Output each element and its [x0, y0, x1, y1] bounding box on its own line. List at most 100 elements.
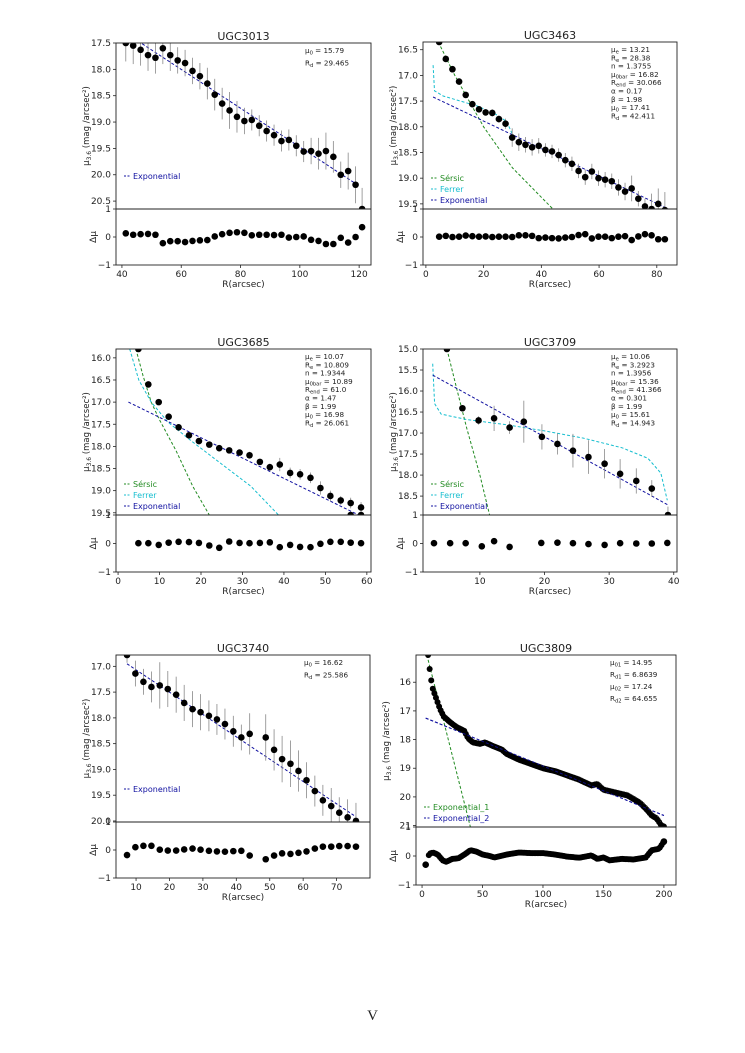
- data-point: [554, 440, 561, 448]
- x-tick-label: 0: [423, 270, 429, 280]
- data-point: [164, 685, 172, 693]
- residual-point: [256, 539, 264, 547]
- residual-point: [335, 842, 343, 850]
- fit-parameter: μ0 = 16.62: [304, 658, 343, 669]
- y-tick-label: 17.5: [398, 450, 418, 460]
- residual-y-tick-label: 0: [405, 852, 411, 862]
- axes-frame: [115, 42, 372, 266]
- residual-point: [122, 230, 130, 237]
- panel-ugc3709: UGC3709 15.0 15.5 16.0 16.5 17.0 17.5 18.0 18.5 −…: [389, 336, 680, 597]
- fit-parameter: Rd = 25.586: [304, 671, 348, 682]
- y-tick-label: 17.0: [398, 429, 418, 439]
- data-point: [123, 655, 131, 659]
- legend-label: Ferrer: [440, 185, 464, 194]
- residual-point: [195, 539, 203, 547]
- axes-frame: [415, 654, 677, 886]
- y-tick-label: 17.5: [398, 97, 418, 107]
- chart-title: UGC3740: [217, 642, 269, 655]
- x-axis-label: R(arcsec): [529, 280, 571, 290]
- residual-point: [205, 542, 213, 549]
- x-tick-label: 0: [115, 577, 121, 587]
- residual-point: [307, 236, 315, 244]
- fit-parameter: Rd = 29.465: [305, 59, 349, 70]
- residual-point: [542, 234, 549, 241]
- residual-point: [144, 230, 152, 238]
- y-tick-label: 18.5: [91, 92, 111, 102]
- model-line-ferrer: [432, 65, 513, 135]
- residual-point: [311, 845, 319, 852]
- residual-point: [462, 539, 469, 547]
- x-tick-label: 40: [278, 577, 290, 587]
- fit-parameter: α = 0.17: [611, 87, 642, 96]
- residual-point: [446, 539, 454, 547]
- data-point: [135, 349, 142, 353]
- data-point: [233, 113, 241, 121]
- residual-point: [215, 544, 223, 552]
- y-tick-label: 18.0: [91, 714, 111, 724]
- data-point: [522, 141, 529, 149]
- residual-point: [357, 539, 365, 547]
- residual-point: [213, 848, 221, 855]
- data-point: [426, 665, 433, 672]
- data-point: [172, 691, 180, 698]
- legend-label: Exponential_2: [433, 814, 489, 823]
- residual-point: [337, 538, 345, 546]
- residual-point: [166, 237, 174, 245]
- data-point: [132, 670, 139, 677]
- residual-point: [632, 540, 640, 547]
- data-point: [569, 447, 577, 455]
- data-point: [347, 499, 354, 507]
- chart-title: UGC3709: [524, 336, 576, 349]
- y-tick-label: 17.5: [91, 39, 111, 49]
- data-point: [285, 136, 293, 144]
- data-point: [256, 458, 264, 466]
- fit-parameter: μe = 10.07: [305, 352, 344, 363]
- y-tick-label: 18.5: [398, 492, 418, 502]
- legend-label: Exponential: [133, 785, 180, 794]
- y-tick-label: 19.0: [91, 487, 111, 497]
- residual-point: [469, 232, 476, 240]
- residual-point: [276, 543, 284, 551]
- chart-title: UGC3685: [217, 336, 269, 349]
- x-tick-label: 20: [195, 577, 207, 587]
- residual-point: [330, 240, 337, 248]
- data-point: [443, 349, 451, 353]
- residual-point: [226, 229, 233, 237]
- data-point: [189, 67, 196, 75]
- x-tick-label: 60: [593, 270, 605, 280]
- data-point: [357, 511, 365, 515]
- residual-point: [148, 842, 155, 850]
- y-axis-label: μ3.6 (mag /arcsec²): [82, 86, 93, 166]
- y-tick-label: 18.5: [91, 740, 111, 750]
- residual-point: [327, 843, 335, 850]
- y-axis-label: μ3.6 (mag /arcsec²): [389, 86, 400, 166]
- residual-point: [263, 231, 270, 239]
- data-point: [137, 46, 144, 54]
- y-tick-label: 16.5: [91, 376, 111, 386]
- fit-parameter: Re = 10.809: [305, 360, 349, 371]
- y-axis-label: μ3.6 (mag /arcsec²): [82, 392, 93, 472]
- residual-point: [581, 230, 589, 238]
- plot-area: [432, 349, 672, 515]
- residual-point: [140, 842, 147, 850]
- page-number: V: [367, 1008, 378, 1024]
- fit-parameter: μ0 = 16.98: [305, 410, 344, 421]
- residual-point: [236, 539, 243, 547]
- y-tick-label: 19: [400, 764, 412, 774]
- data-point: [648, 205, 655, 209]
- data-point: [608, 177, 616, 185]
- residual-point: [455, 233, 463, 241]
- data-point: [660, 823, 667, 827]
- data-point: [322, 147, 330, 155]
- residual-point: [292, 233, 300, 241]
- residual-point: [430, 539, 438, 547]
- data-point: [221, 720, 229, 728]
- residual-point: [278, 850, 286, 857]
- y-axis-label: μ3.6 (mag /arcsec²): [389, 392, 400, 472]
- residual-point: [211, 233, 219, 240]
- fit-parameter: n = 1.9344: [305, 369, 346, 378]
- residual-point: [262, 855, 270, 863]
- residual-point: [585, 540, 592, 548]
- data-point: [211, 91, 219, 98]
